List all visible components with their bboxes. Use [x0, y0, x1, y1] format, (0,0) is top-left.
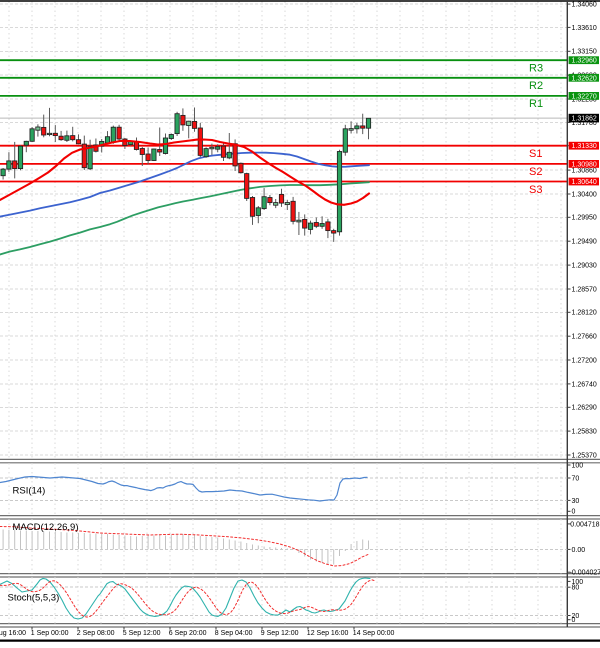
svg-text:R3: R3 — [529, 63, 543, 75]
svg-text:20: 20 — [572, 613, 580, 620]
svg-text:1.29030: 1.29030 — [572, 263, 597, 270]
svg-text:R2: R2 — [529, 80, 543, 92]
svg-text:2 Sep 08:00: 2 Sep 08:00 — [77, 630, 115, 637]
svg-text:1.32270: 1.32270 — [572, 93, 597, 100]
svg-text:1.31330: 1.31330 — [572, 143, 597, 150]
svg-text:1.30980: 1.30980 — [572, 161, 597, 168]
svg-text:MACD(12,26,9): MACD(12,26,9) — [13, 522, 79, 533]
svg-text:12 Sep 16:00: 12 Sep 16:00 — [307, 630, 349, 637]
svg-text:0: 0 — [572, 509, 576, 516]
svg-text:0.004718: 0.004718 — [570, 521, 599, 528]
svg-text:6 Sep 20:00: 6 Sep 20:00 — [169, 630, 207, 637]
svg-text:8 Sep 04:00: 8 Sep 04:00 — [215, 630, 253, 637]
svg-text:80: 80 — [572, 585, 580, 592]
svg-text:30: 30 — [572, 498, 580, 505]
svg-text:1.34060: 1.34060 — [572, 2, 597, 9]
svg-text:S1: S1 — [529, 148, 542, 160]
svg-text:30 Aug 16:00: 30 Aug 16:00 — [0, 630, 26, 637]
svg-text:1.25370: 1.25370 — [572, 452, 597, 459]
svg-text:1.31862: 1.31862 — [572, 116, 597, 123]
svg-text:1.27660: 1.27660 — [572, 334, 597, 341]
svg-text:1.26740: 1.26740 — [572, 381, 597, 388]
svg-text:1.25830: 1.25830 — [572, 429, 597, 436]
svg-text:1.28570: 1.28570 — [572, 286, 597, 293]
svg-text:1.30640: 1.30640 — [572, 179, 597, 186]
svg-text:100: 100 — [572, 462, 584, 469]
svg-text:1.28120: 1.28120 — [572, 310, 597, 317]
svg-text:100: 100 — [572, 579, 584, 586]
svg-text:1.29950: 1.29950 — [572, 215, 597, 222]
svg-text:1.31780: 1.31780 — [572, 120, 597, 127]
svg-text:Stoch(5,5,3): Stoch(5,5,3) — [8, 593, 60, 604]
svg-text:0.00: 0.00 — [572, 547, 586, 554]
svg-text:RSI(14): RSI(14) — [13, 486, 46, 497]
svg-text:1 Sep 00:00: 1 Sep 00:00 — [31, 630, 69, 637]
svg-text:1.33610: 1.33610 — [572, 25, 597, 32]
svg-text:S2: S2 — [529, 166, 542, 178]
svg-text:R1: R1 — [529, 98, 543, 110]
svg-text:1.27200: 1.27200 — [572, 357, 597, 364]
svg-text:70: 70 — [572, 475, 580, 482]
svg-text:1.32230: 1.32230 — [572, 96, 597, 103]
svg-text:1.32620: 1.32620 — [572, 75, 597, 82]
svg-text:5 Sep 12:00: 5 Sep 12:00 — [123, 630, 161, 637]
svg-text:0: 0 — [572, 617, 576, 624]
svg-text:1.32960: 1.32960 — [572, 58, 597, 65]
svg-text:14 Sep 00:00: 14 Sep 00:00 — [353, 630, 395, 637]
svg-text:1.26290: 1.26290 — [572, 405, 597, 412]
svg-text:1.30860: 1.30860 — [572, 168, 597, 175]
svg-text:1.33150: 1.33150 — [572, 49, 597, 56]
svg-text:1.29490: 1.29490 — [572, 239, 597, 246]
svg-text:9 Sep 12:00: 9 Sep 12:00 — [261, 630, 299, 637]
svg-text:S3: S3 — [529, 184, 542, 196]
svg-text:-0.004027: -0.004027 — [570, 570, 600, 577]
svg-text:1.30400: 1.30400 — [572, 191, 597, 198]
